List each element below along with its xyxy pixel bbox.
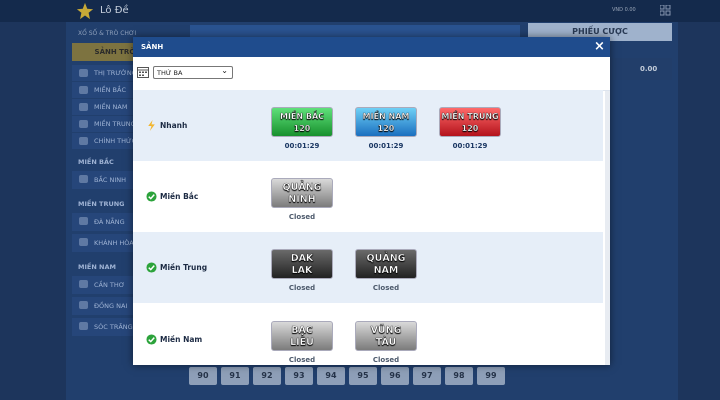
top-bar: Lô Đề VND 0.00 (0, 0, 720, 22)
grid-icon[interactable] (660, 5, 671, 16)
number-button[interactable]: 91 (221, 367, 249, 385)
number-button[interactable]: 98 (445, 367, 473, 385)
check-icon (146, 334, 157, 345)
number-button[interactable]: 99 (477, 367, 505, 385)
lightning-icon (148, 120, 155, 131)
badge-line: LIÊU (290, 337, 314, 348)
sidebar-group-title: MIỀN BẮC (78, 158, 114, 166)
badge-line: DAK (290, 253, 314, 264)
game-badge[interactable]: BẠC LIÊU (271, 321, 333, 351)
badge-line: 120 (293, 124, 311, 133)
lobby-row: Miền Trung DAK LAK Closed QUẢNG NAM Closed (133, 232, 603, 303)
badge-line: MIỀN TRUNG (441, 112, 499, 121)
app-title: Lô Đề (100, 5, 129, 16)
badge-line: LAK (291, 265, 313, 276)
number-button[interactable]: 95 (349, 367, 377, 385)
game-status: Closed (372, 356, 400, 364)
number-button[interactable]: 90 (189, 367, 217, 385)
game-badge[interactable]: QUẢNG NAM (355, 249, 417, 279)
badge-line: NINH (288, 194, 316, 205)
date-select[interactable]: THỨ BA (153, 64, 233, 79)
number-row: 90 91 92 93 94 95 96 97 98 99 (189, 367, 505, 385)
badge-line: TÀU (375, 337, 397, 348)
close-button[interactable]: × (594, 39, 605, 54)
lobby-row: Miền Bắc QUẢNG NINH Closed (133, 161, 603, 232)
row-label: Miền Nam (160, 335, 203, 344)
scrollbar (605, 91, 610, 365)
badge-line: MIỀN BẮC (279, 112, 325, 121)
game-status: 00:01:29 (368, 142, 404, 150)
badge-line: VŨNG (370, 325, 402, 336)
game-status: Closed (288, 284, 316, 292)
game-badge[interactable]: MIỀN BẮC 120 (271, 107, 333, 137)
modal-title: SẢNH (141, 43, 164, 51)
sidebar-group-title: MIỀN NAM (78, 263, 116, 271)
badge-line: 120 (377, 124, 395, 133)
game-status: 00:01:29 (452, 142, 488, 150)
modal-header: SẢNH × (133, 37, 610, 57)
bet-slip-title: PHIẾU CƯỢC (528, 23, 672, 41)
check-icon (146, 191, 157, 202)
sidebar-group-title: MIỀN TRUNG (78, 200, 125, 208)
row-label: Miền Bắc (160, 192, 199, 201)
badge-line: BẠC (291, 325, 313, 336)
row-label: Miền Trung (160, 263, 208, 272)
badge-line: QUẢNG (366, 253, 406, 264)
game-badge[interactable]: QUẢNG NINH (271, 178, 333, 208)
game-badge[interactable]: MIỀN NAM 120 (355, 107, 417, 137)
badge-line: MIỀN NAM (362, 112, 410, 121)
lobby-row: Miền Nam BẠC LIÊU Closed VŨNG TÀU Closed (133, 304, 603, 365)
number-button[interactable]: 94 (317, 367, 345, 385)
game-badge[interactable]: MIỀN TRUNG 120 (439, 107, 501, 137)
game-status: 00:01:29 (284, 142, 320, 150)
game-badge[interactable]: VŨNG TÀU (355, 321, 417, 351)
number-button[interactable]: 93 (285, 367, 313, 385)
game-badge[interactable]: DAK LAK (271, 249, 333, 279)
game-status: Closed (372, 284, 400, 292)
badge-line: QUẢNG (282, 182, 322, 193)
calendar-icon[interactable] (137, 66, 149, 78)
bet-amount: 0.00 (640, 65, 658, 73)
row-label: Nhanh (160, 121, 188, 130)
lobby-row: Nhanh MIỀN BẮC 120 00:01:29 MIỀN NAM 120 00:01… (133, 90, 603, 161)
date-bar: THỨ BA (133, 57, 610, 91)
balance: VND 0.00 (612, 7, 636, 13)
tab-bar (190, 25, 520, 37)
number-button[interactable]: 96 (381, 367, 409, 385)
lobby-modal: SẢNH × THỨ BA Nhanh MIỀN BẮC 120 00:01:29 MI… (133, 37, 610, 365)
badge-line: NAM (373, 265, 399, 276)
number-button[interactable]: 92 (253, 367, 281, 385)
number-button[interactable]: 97 (413, 367, 441, 385)
sidebar-heading: XỔ SỐ & TRÒ CHƠI (78, 30, 137, 37)
game-status: Closed (288, 356, 316, 364)
logo (76, 2, 94, 20)
check-icon (146, 262, 157, 273)
badge-line: 120 (461, 124, 479, 133)
game-status: Closed (288, 213, 316, 221)
